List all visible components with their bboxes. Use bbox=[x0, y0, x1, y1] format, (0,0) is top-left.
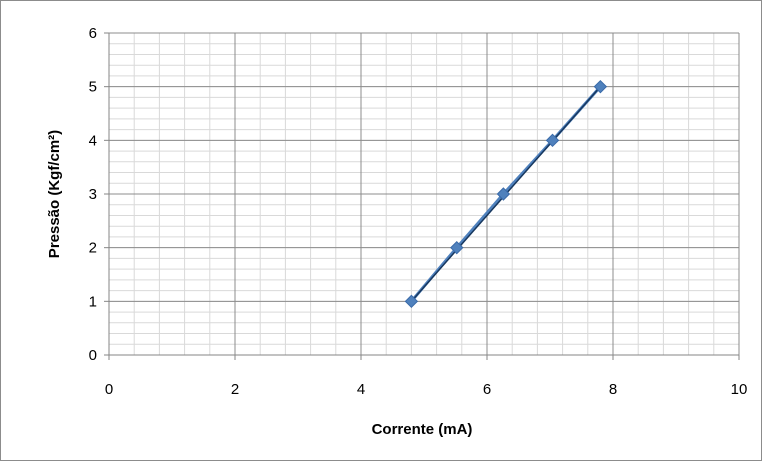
y-tick-label: 3 bbox=[89, 186, 97, 203]
gridlines bbox=[108, 32, 740, 356]
data-point-marker bbox=[450, 240, 464, 255]
y-tick-label: 5 bbox=[89, 79, 97, 96]
data-series bbox=[404, 79, 608, 309]
y-tick-label: 4 bbox=[89, 132, 97, 149]
y-axis-title: Pressão (Kgf/cm²) bbox=[46, 130, 63, 258]
tick-labels: 0 1 2 3 4 5 6 0 2 4 6 8 10 bbox=[89, 25, 748, 398]
y-tick-label: 1 bbox=[89, 293, 97, 310]
data-point-marker bbox=[496, 187, 511, 201]
y-tick-label: 6 bbox=[89, 25, 97, 42]
x-tick-label: 10 bbox=[731, 381, 748, 398]
y-tick-label: 0 bbox=[89, 347, 97, 364]
x-axis-title: Corrente (mA) bbox=[372, 421, 473, 438]
data-point-marker bbox=[593, 79, 608, 94]
data-point-marker bbox=[545, 133, 560, 148]
x-tick-label: 4 bbox=[357, 381, 365, 398]
data-point-marker bbox=[404, 294, 419, 309]
x-tick-label: 0 bbox=[105, 381, 113, 398]
y-tick-label: 2 bbox=[89, 240, 97, 257]
axes bbox=[104, 32, 740, 360]
x-tick-label: 2 bbox=[231, 381, 239, 398]
x-tick-label: 8 bbox=[609, 381, 617, 398]
x-tick-label: 6 bbox=[483, 381, 491, 398]
